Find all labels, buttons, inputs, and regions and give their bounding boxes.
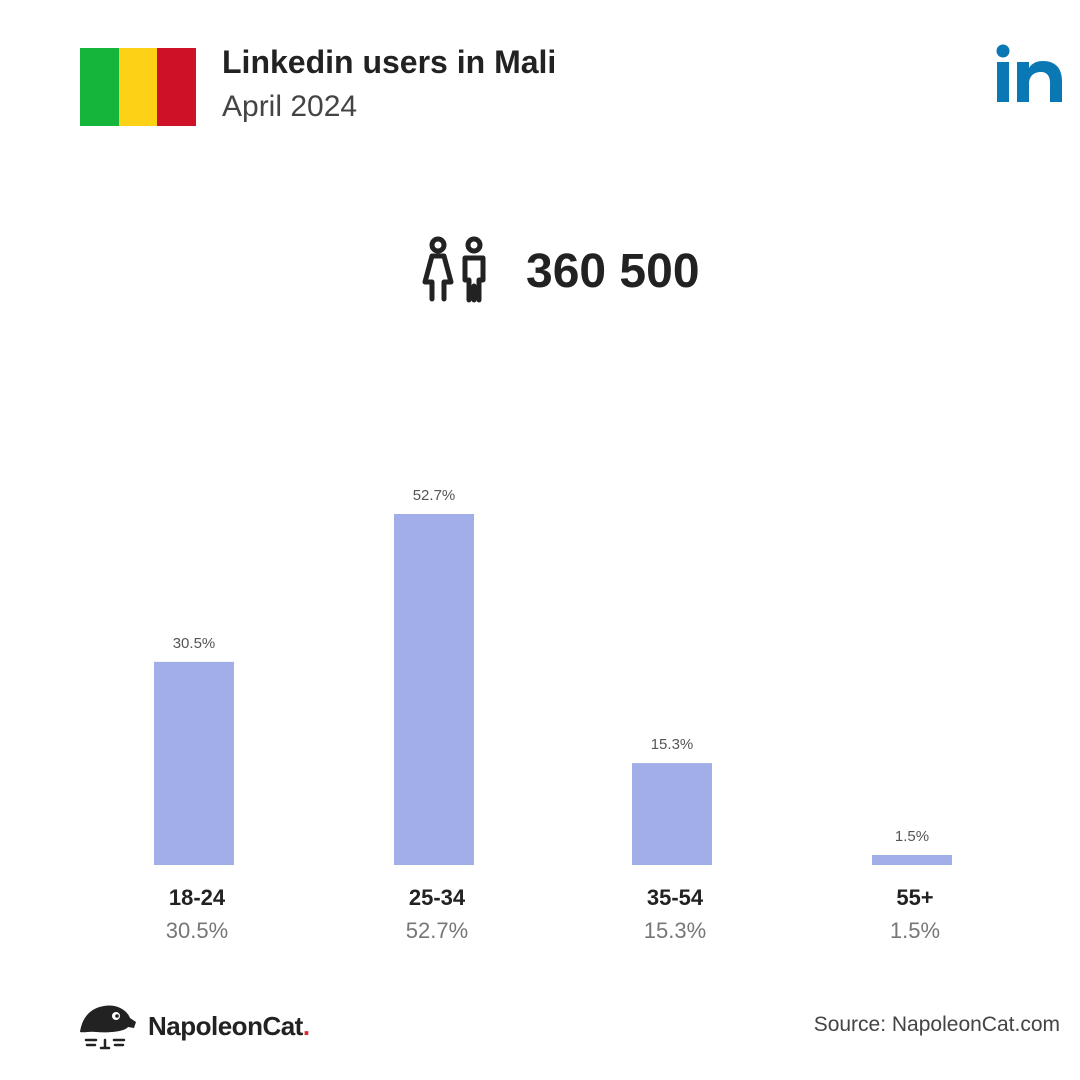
- total-users: 360 500: [420, 236, 700, 306]
- bar-value-label: 30.5%: [173, 635, 216, 652]
- bar-value-label: 52.7%: [413, 487, 456, 504]
- flag-stripe-yellow: [118, 48, 158, 126]
- category-percentage: 30.5%: [166, 918, 228, 943]
- bar-35-54: [632, 763, 712, 865]
- category-label: 35-54: [647, 885, 704, 910]
- napoleoncat-logo-icon: [80, 1005, 136, 1050]
- bar-55+: [872, 855, 952, 865]
- category-label: 18-24: [169, 885, 226, 910]
- category-percentage: 1.5%: [890, 918, 940, 943]
- category-percentage: 15.3%: [644, 918, 706, 943]
- category-percentage: 52.7%: [406, 918, 468, 943]
- bar-18-24: [154, 661, 234, 865]
- total-users-value: 360 500: [526, 244, 700, 298]
- bar-value-label: 1.5%: [895, 828, 929, 845]
- page-title: Linkedin users in Mali: [222, 44, 557, 80]
- bar-value-label: 15.3%: [651, 736, 694, 753]
- country-flag: [80, 48, 197, 126]
- linkedin-icon: [996, 44, 1062, 102]
- flag-stripe-red: [157, 48, 197, 126]
- age-distribution-chart: 30.5% 18-24 30.5% 52.7% 25-34 52.7% 15.3% 35-54…: [154, 487, 952, 943]
- napoleoncat-brand: NapoleonCat.: [78, 1000, 310, 1052]
- bar-25-34: [394, 514, 474, 865]
- people-icon: [422, 236, 486, 303]
- flag-stripe-green: [80, 48, 119, 126]
- brand-dot: .: [302, 1010, 310, 1041]
- brand-name: NapoleonCat.: [148, 1010, 310, 1041]
- page-subtitle: April 2024: [222, 90, 358, 123]
- category-label: 25-34: [409, 885, 466, 910]
- category-label: 55+: [896, 885, 933, 910]
- source-text: Source: NapoleonCat.com: [813, 1013, 1060, 1036]
